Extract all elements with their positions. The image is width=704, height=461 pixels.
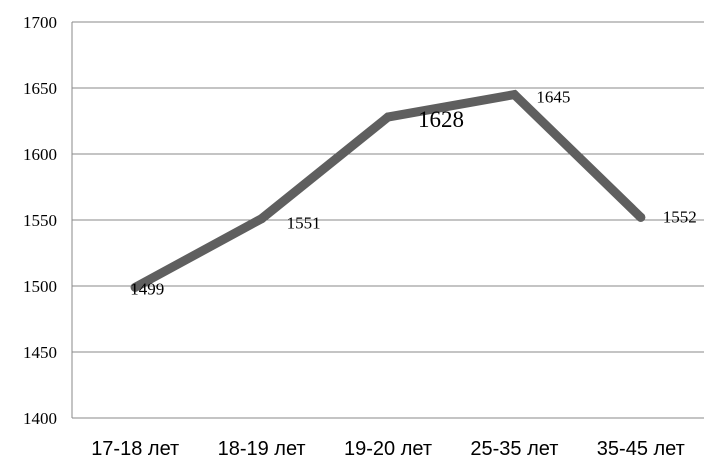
y-tick-labels: 1400 1450 1500 1550 1600 1650 1700 — [23, 13, 57, 428]
y-tick-label: 1450 — [23, 343, 57, 362]
data-point — [383, 112, 393, 122]
x-tick-labels: 17-18 лет 18-19 лет 19-20 лет 25-35 лет 35-4… — [91, 438, 685, 460]
data-labels: 1499 1551 1628 1645 1552 — [130, 88, 697, 299]
data-label: 1552 — [663, 207, 697, 226]
y-tick-label: 1650 — [23, 79, 57, 98]
x-tick-label: 35-45 лет — [597, 438, 685, 460]
series-layer — [130, 89, 646, 292]
series-line — [130, 89, 646, 292]
y-tick-label: 1400 — [23, 409, 57, 428]
x-tick-label: 25-35 лет — [470, 438, 558, 460]
y-tick-label: 1500 — [23, 277, 57, 296]
data-point — [509, 90, 519, 100]
data-label: 1499 — [130, 279, 164, 298]
data-point — [130, 282, 140, 292]
x-tick-label: 17-18 лет — [91, 438, 179, 460]
data-label: 1645 — [536, 88, 570, 107]
data-point — [636, 212, 646, 222]
gridlines — [72, 21, 704, 353]
y-tick-label: 1700 — [23, 13, 57, 32]
data-point — [257, 214, 267, 224]
axes — [71, 22, 704, 419]
x-tick-label: 18-19 лет — [218, 438, 306, 460]
y-tick-label: 1600 — [23, 145, 57, 164]
x-tick-label: 19-20 лет — [344, 438, 432, 460]
data-label: 1628 — [418, 107, 464, 132]
y-tick-label: 1550 — [23, 211, 57, 230]
data-label: 1551 — [287, 214, 321, 233]
